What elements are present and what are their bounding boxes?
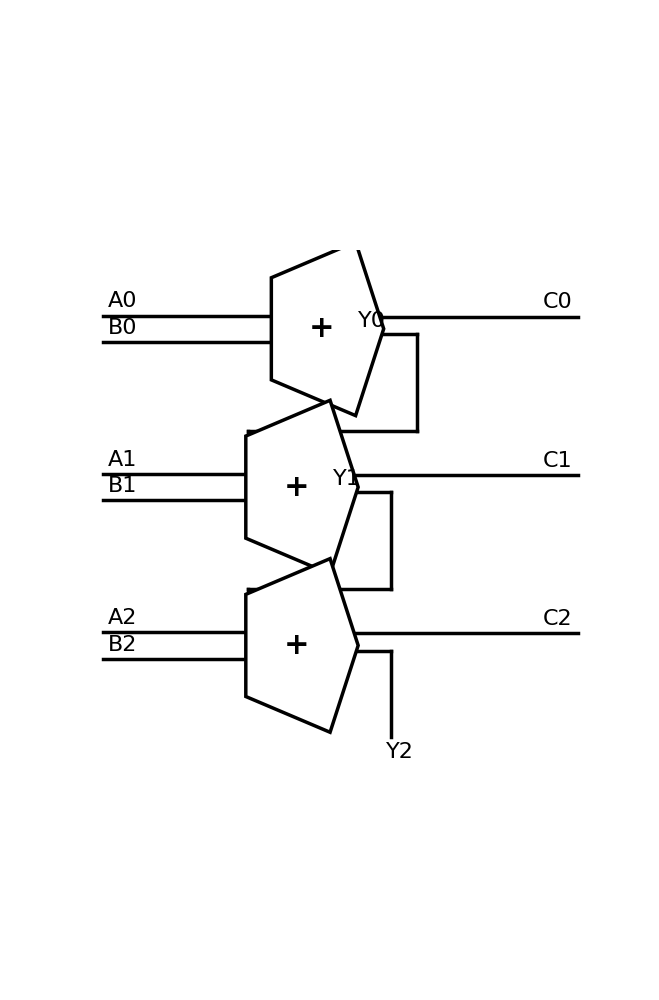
Polygon shape (246, 400, 358, 574)
Text: Y2: Y2 (386, 742, 414, 762)
Text: A1: A1 (108, 450, 137, 470)
Text: C2: C2 (543, 609, 573, 629)
Text: B1: B1 (108, 476, 137, 496)
Text: Y0: Y0 (358, 311, 386, 331)
Text: +: + (309, 314, 335, 343)
Text: C1: C1 (543, 451, 573, 471)
Text: +: + (283, 473, 309, 502)
Text: A2: A2 (108, 608, 137, 628)
Text: Y1: Y1 (333, 469, 360, 489)
Text: C0: C0 (543, 292, 573, 312)
Text: B0: B0 (108, 318, 138, 338)
Polygon shape (246, 559, 358, 732)
Text: A0: A0 (108, 291, 138, 311)
Text: B2: B2 (108, 635, 137, 655)
Polygon shape (272, 242, 384, 416)
Text: +: + (283, 631, 309, 660)
